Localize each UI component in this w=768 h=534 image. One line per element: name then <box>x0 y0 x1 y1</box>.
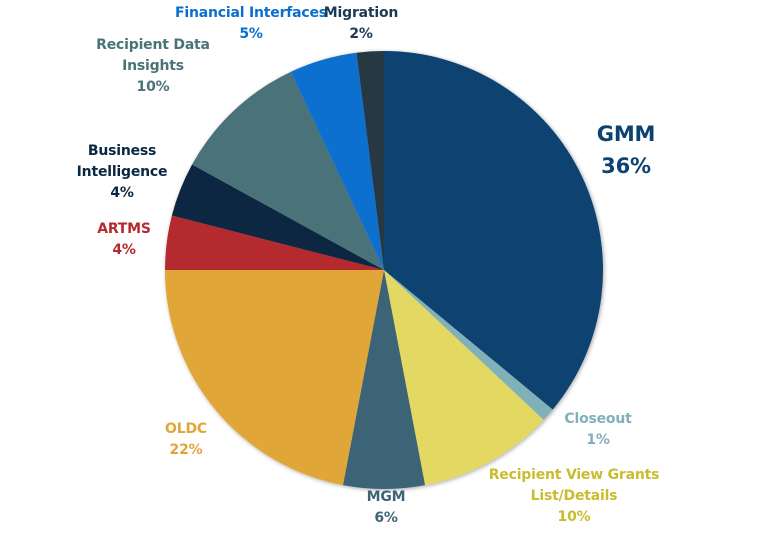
pie-slice-closeout <box>384 270 553 420</box>
slice-name: Migration <box>323 5 399 21</box>
slice-value: 22% <box>169 442 203 458</box>
slice-value: 1% <box>586 432 610 448</box>
slice-label: Recipient View Grants List/Details 10% <box>479 465 669 528</box>
slice-value: 2% <box>349 26 373 42</box>
slice-name: ARTMS <box>97 221 151 237</box>
slice-name: Recipient View Grants List/Details <box>488 467 660 504</box>
pie-slice-recipient-view-grants-list-details <box>384 270 544 486</box>
pie-slice-oldc <box>165 270 384 486</box>
slice-label: Closeout 1% <box>548 409 648 451</box>
slice-value: 10% <box>136 79 170 95</box>
slice-value: 5% <box>239 26 263 42</box>
slice-name: Closeout <box>564 411 632 427</box>
slice-name: MGM <box>366 489 406 505</box>
slice-label: OLDC 22% <box>146 419 226 461</box>
pie-slice-mgm <box>342 270 426 489</box>
pie-slice-migration <box>356 51 384 270</box>
slice-name: Financial Interfaces <box>175 5 327 21</box>
slice-name: OLDC <box>165 421 207 437</box>
slice-name: GMM <box>596 122 656 146</box>
slice-label: Recipient Data Insights 10% <box>96 35 211 98</box>
pie-slice-recipient-data-insights <box>192 71 384 271</box>
slice-value: 6% <box>374 510 398 526</box>
slice-value: 4% <box>112 242 136 258</box>
pie-slice-business-intelligence <box>171 164 384 270</box>
slice-label: Financial Interfaces 5% <box>166 3 336 45</box>
slice-name: Business Intelligence <box>76 143 168 180</box>
pie-slice-financial-interfaces <box>290 52 384 270</box>
slice-label: Business Intelligence 4% <box>75 141 170 204</box>
slice-value: 4% <box>110 185 134 201</box>
slice-label: ARTMS 4% <box>84 219 164 261</box>
slice-value: 36% <box>601 154 651 178</box>
pie-slice-gmm <box>384 51 603 410</box>
slice-name: Recipient Data Insights <box>96 37 210 74</box>
slice-value: 10% <box>557 509 591 525</box>
slice-label: GMM 36% <box>566 118 686 182</box>
slice-label: MGM 6% <box>346 487 426 529</box>
pie-slice-artms <box>165 215 384 270</box>
slice-label: Migration 2% <box>316 3 406 45</box>
